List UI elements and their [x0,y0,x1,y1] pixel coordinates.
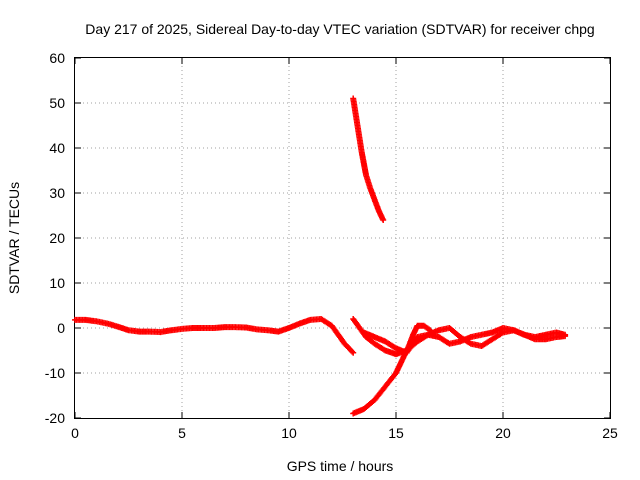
y-tick-label: 0 [57,320,65,336]
data-point [562,333,569,340]
series-main-arc [72,316,357,356]
y-tick-labels: -20 -10 0 10 20 30 40 50 60 [45,50,65,426]
plot-frame [74,57,611,419]
x-tick-labels: 0 5 10 15 20 25 [71,425,618,441]
x-tick-label: 25 [602,425,618,441]
y-tick-label: 20 [49,230,65,246]
y-tick-label: 40 [49,140,65,156]
y-axis-label: SDTVAR / TECUs [6,182,22,294]
data-point [349,348,356,355]
grid [75,58,610,418]
y-tick-label: 50 [49,95,65,111]
chart-title: Day 217 of 2025, Sidereal Day-to-day VTE… [85,21,594,37]
y-tick-label: -10 [45,365,65,381]
x-tick-label: 5 [178,425,186,441]
x-tick-label: 0 [71,425,79,441]
ticks [74,57,611,419]
data-point [380,217,387,223]
y-tick-label: 10 [49,275,65,291]
series-mid-arc-B [360,325,569,356]
x-tick-label: 10 [281,425,297,441]
x-tick-label: 20 [495,425,511,441]
x-tick-label: 15 [388,425,404,441]
series-high-arc [350,95,387,223]
x-axis-label: GPS time / hours [287,458,394,474]
y-tick-label: 30 [49,185,65,201]
y-tick-label: 60 [49,50,65,66]
data-point [350,349,357,356]
data-points [72,95,569,417]
y-tick-label: -20 [45,410,65,426]
